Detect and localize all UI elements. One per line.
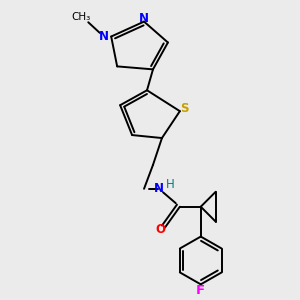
Text: F: F xyxy=(196,284,205,297)
Text: CH₃: CH₃ xyxy=(72,12,91,22)
Text: N: N xyxy=(154,182,164,195)
Text: N: N xyxy=(99,30,109,43)
Text: O: O xyxy=(155,223,166,236)
Text: S: S xyxy=(180,102,189,115)
Text: N: N xyxy=(139,12,149,25)
Text: H: H xyxy=(166,178,174,191)
